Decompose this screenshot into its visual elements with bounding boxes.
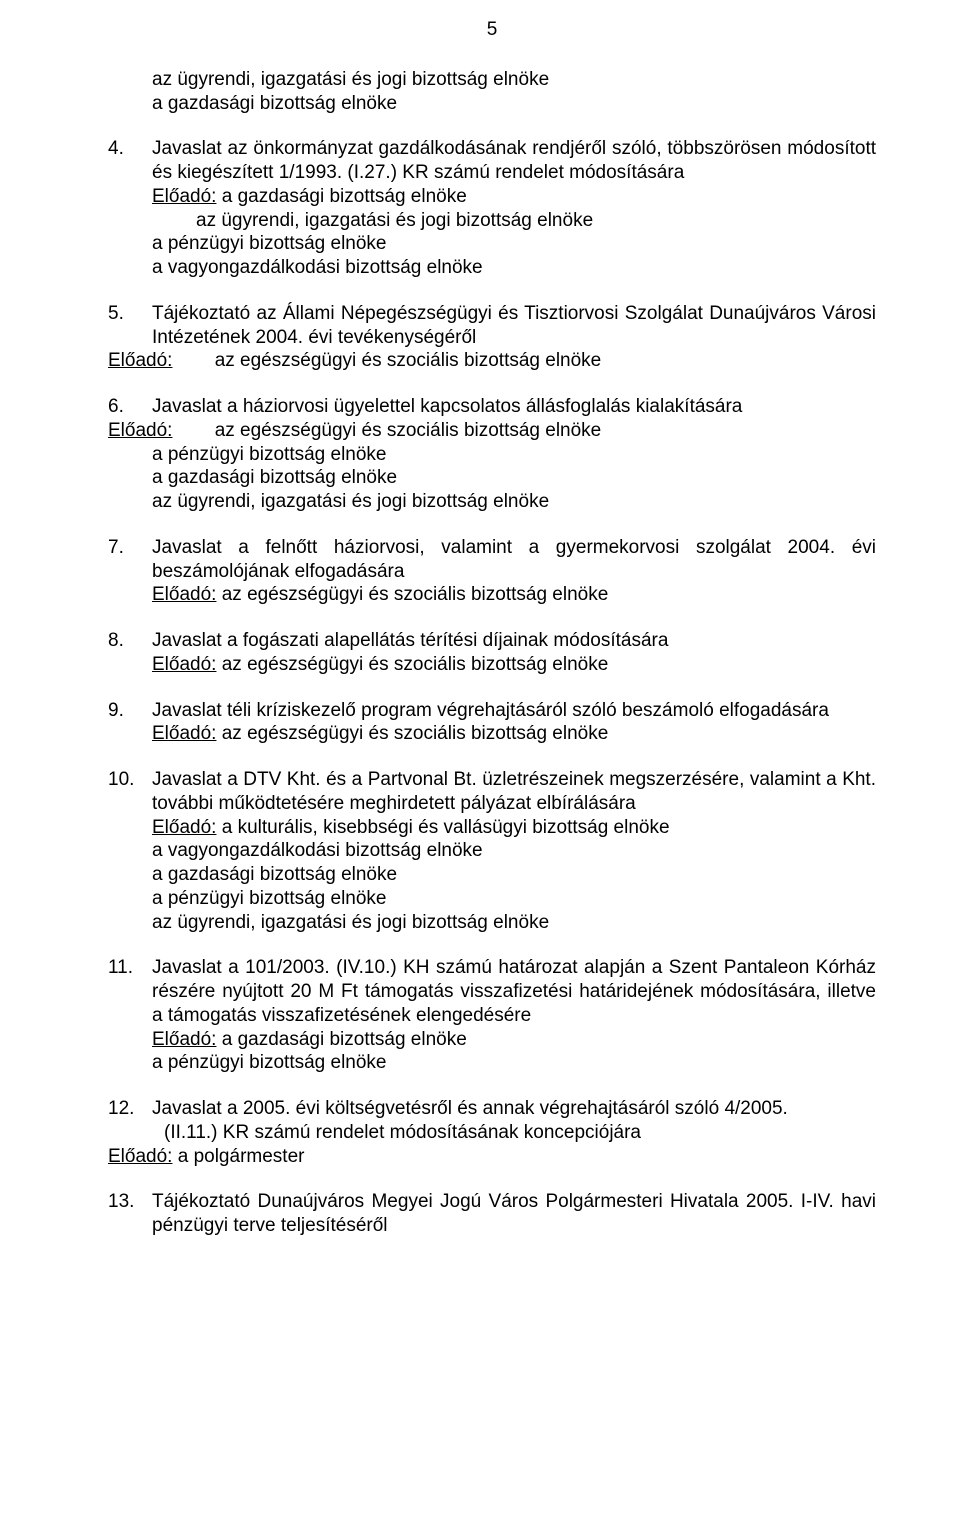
sub-line: a gazdasági bizottság elnöke — [108, 863, 876, 887]
agenda-item-9: 9. Javaslat téli kríziskezelő program vé… — [108, 699, 876, 747]
item-number: 10. — [108, 768, 142, 792]
agenda-item-13: 13. Tájékoztató Dunaújváros Megyei Jogú … — [108, 1190, 876, 1238]
eloado-label: Előadó: — [108, 1146, 172, 1167]
eloado-spacer — [178, 350, 210, 371]
page-number: 5 — [108, 18, 876, 42]
item-number: 11. — [108, 956, 142, 980]
eloado-label: Előadó: — [108, 350, 172, 371]
eloado-first-text: a gazdasági bizottság elnöke — [222, 1029, 467, 1050]
agenda-item-12: 12. Javaslat a 2005. évi költségvetésről… — [108, 1097, 876, 1168]
sub-line: az ügyrendi, igazgatási és jogi bizottsá… — [108, 209, 876, 233]
agenda-item-4: 4. Javaslat az önkormányzat gazdálkodásá… — [108, 137, 876, 280]
eloado-first-text: az egészségügyi és szociális bizottság e… — [222, 584, 609, 605]
item-text-tail: (II.11.) KR számú rendelet módosításának… — [108, 1121, 876, 1145]
sub-line: az ügyrendi, igazgatási és jogi bizottsá… — [108, 490, 876, 514]
item-text: Javaslat az önkormányzat gazdálkodásának… — [152, 137, 876, 185]
agenda-item-6: 6. Javaslat a háziorvosi ügyelettel kapc… — [108, 395, 876, 514]
eloado-first-text: az egészségügyi és szociális bizottság e… — [222, 723, 609, 744]
pre-line-1: az ügyrendi, igazgatási és jogi bizottsá… — [108, 68, 876, 92]
leading-lines: az ügyrendi, igazgatási és jogi bizottsá… — [108, 68, 876, 116]
item-text: Javaslat a DTV Kht. és a Partvonal Bt. ü… — [152, 768, 876, 816]
eloado-label: Előadó: — [108, 420, 172, 441]
item-number: 7. — [108, 536, 142, 560]
eloado-label: Előadó: — [152, 817, 216, 838]
item-text: Javaslat téli kríziskezelő program végre… — [152, 699, 876, 723]
sub-line: az ügyrendi, igazgatási és jogi bizottsá… — [108, 911, 876, 935]
sub-line: a vagyongazdálkodási bizottság elnöke — [108, 256, 876, 280]
item-text: Javaslat a háziorvosi ügyelettel kapcsol… — [152, 395, 876, 419]
agenda-item-11: 11. Javaslat a 101/2003. (IV.10.) KH szá… — [108, 956, 876, 1075]
eloado-first-text: az egészségügyi és szociális bizottság e… — [215, 420, 602, 441]
item-number: 13. — [108, 1190, 142, 1214]
eloado-label: Előadó: — [152, 584, 216, 605]
sub-line: a pénzügyi bizottság elnöke — [108, 1051, 876, 1075]
sub-line: a pénzügyi bizottság elnöke — [108, 887, 876, 911]
item-text: Javaslat a 101/2003. (IV.10.) KH számú h… — [152, 956, 876, 1027]
eloado-first-text: a polgármester — [178, 1146, 305, 1167]
eloado-spacer — [178, 420, 210, 441]
eloado-label: Előadó: — [152, 723, 216, 744]
eloado-first-text: a gazdasági bizottság elnöke — [222, 186, 467, 207]
item-text: Javaslat a fogászati alapellátás térítés… — [152, 629, 876, 653]
agenda-item-8: 8. Javaslat a fogászati alapellátás térí… — [108, 629, 876, 677]
eloado-label: Előadó: — [152, 1029, 216, 1050]
agenda-item-5: 5. Tájékoztató az Állami Népegészségügyi… — [108, 302, 876, 373]
eloado-first-text: a kulturális, kisebbségi és vallásügyi b… — [222, 817, 670, 838]
sub-line: a vagyongazdálkodási bizottság elnöke — [108, 839, 876, 863]
document-page: 5 az ügyrendi, igazgatási és jogi bizott… — [0, 0, 960, 1521]
agenda-item-10: 10. Javaslat a DTV Kht. és a Partvonal B… — [108, 768, 876, 934]
sub-line: a gazdasági bizottság elnöke — [108, 466, 876, 490]
sub-line: a pénzügyi bizottság elnöke — [108, 443, 876, 467]
item-number: 12. — [108, 1097, 142, 1121]
eloado-label: Előadó: — [152, 654, 216, 675]
item-number: 9. — [108, 699, 142, 723]
item-number: 5. — [108, 302, 142, 326]
item-text: Javaslat a felnőtt háziorvosi, valamint … — [152, 536, 876, 584]
sub-line: a pénzügyi bizottság elnöke — [108, 232, 876, 256]
item-text: Tájékoztató az Állami Népegészségügyi és… — [152, 302, 876, 350]
item-number: 6. — [108, 395, 142, 419]
item-number: 8. — [108, 629, 142, 653]
item-number: 4. — [108, 137, 142, 161]
agenda-item-7: 7. Javaslat a felnőtt háziorvosi, valami… — [108, 536, 876, 607]
eloado-label: Előadó: — [152, 186, 216, 207]
item-text: Tájékoztató Dunaújváros Megyei Jogú Váro… — [152, 1190, 876, 1238]
eloado-first-text: az egészségügyi és szociális bizottság e… — [215, 350, 602, 371]
item-text: Javaslat a 2005. évi költségvetésről és … — [152, 1097, 876, 1121]
pre-line-2: a gazdasági bizottság elnöke — [108, 92, 876, 116]
eloado-first-text: az egészségügyi és szociális bizottság e… — [222, 654, 609, 675]
